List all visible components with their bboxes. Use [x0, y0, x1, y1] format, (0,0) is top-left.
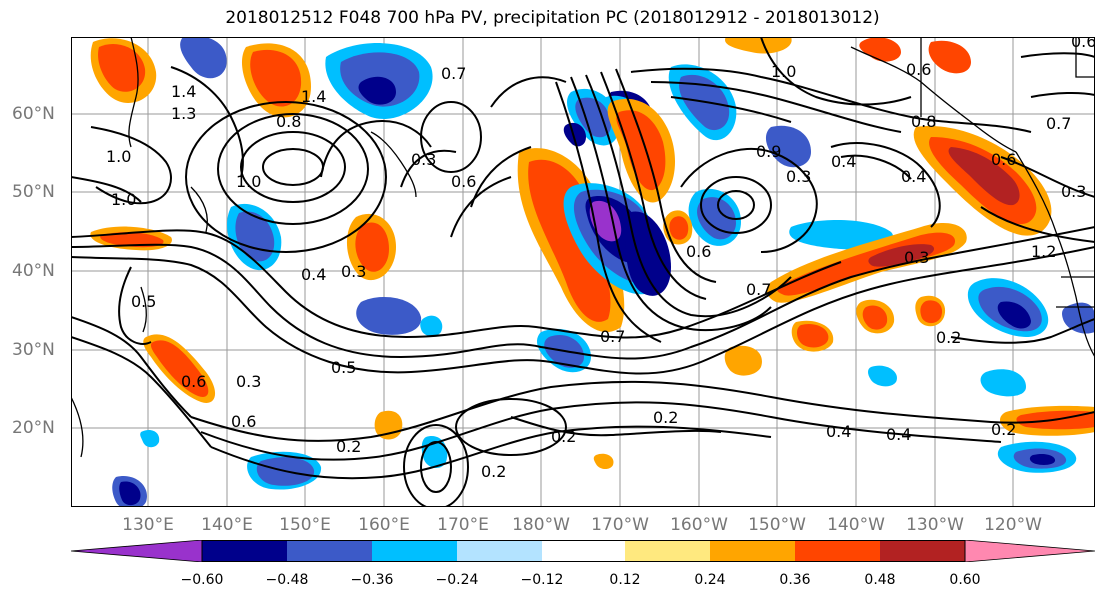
colorbar-tick: 0.36 [779, 572, 811, 588]
lat-label-50n: 50°N [12, 182, 55, 202]
contour-label: 0.4 [831, 152, 856, 171]
map-canvas: 0.7 1.0 1.4 1.4 1.3 0.6 0.8 0.8 0.3 0.6 … [71, 37, 1095, 507]
contour-label: 0.3 [341, 262, 366, 281]
contour-label: 0.5 [331, 358, 356, 377]
colorbar-tick: 0.48 [864, 572, 896, 588]
contour-label: 1.0 [111, 190, 136, 209]
lat-label-40n: 40°N [12, 261, 55, 281]
lat-label-20n: 20°N [12, 418, 55, 438]
coastlines [71, 37, 1095, 458]
lon-label: 160°E [358, 515, 410, 535]
colorbar-tick: 0.60 [949, 572, 981, 588]
colorbar-segment [457, 540, 542, 562]
colorbar-tick: 0.12 [609, 572, 641, 588]
contour-label: 0.4 [301, 265, 326, 284]
contour-label: 0.3 [1061, 182, 1086, 201]
contour-label: 0.7 [441, 64, 466, 83]
lon-label: 170°E [437, 515, 489, 535]
lon-label: 150°W [748, 515, 806, 535]
lon-label: 150°E [279, 515, 331, 535]
lat-label-60n: 60°N [12, 104, 55, 124]
map-title: 2018012512 F048 700 hPa PV, precipitatio… [225, 8, 880, 28]
contour-label: 0.4 [886, 425, 911, 444]
contour-label: 0.6 [231, 412, 256, 431]
contour-label: 0.2 [936, 328, 961, 347]
lon-label: 160°W [670, 515, 728, 535]
contour-label: 1.0 [771, 62, 796, 81]
contour-label: 1.0 [236, 172, 261, 191]
contour-label: 0.6 [1071, 37, 1095, 51]
colorbar-tick: −0.12 [520, 572, 564, 588]
lat-label-30n: 30°N [12, 340, 55, 360]
colorbar-segment [542, 540, 625, 562]
map-panel: 0.7 1.0 1.4 1.4 1.3 0.6 0.8 0.8 0.3 0.6 … [71, 37, 1095, 507]
contour-label: 0.6 [991, 150, 1016, 169]
contour-label: 0.3 [411, 150, 436, 169]
contour-label: 0.7 [746, 280, 771, 299]
contour-label: 1.0 [106, 147, 131, 166]
colorbar-segment [372, 540, 457, 562]
contour-label: 0.6 [686, 242, 711, 261]
colorbar-segment [795, 540, 880, 562]
contour-label: 0.2 [991, 420, 1016, 439]
colorbar-tick: −0.36 [350, 572, 394, 588]
contour-label: 0.8 [911, 112, 936, 131]
contour-label: 0.4 [901, 167, 926, 186]
contour-label: 0.6 [451, 172, 476, 191]
colorbar-segment [71, 540, 203, 562]
contour-label: 1.2 [1031, 242, 1056, 261]
contour-label: 0.2 [336, 437, 361, 456]
contour-label: 0.3 [236, 372, 261, 391]
contour-label: 0.7 [600, 327, 625, 346]
lon-label: 130°E [122, 515, 174, 535]
contour-label: 0.3 [786, 167, 811, 186]
colorbar [71, 540, 1095, 562]
colorbar-segment [287, 540, 372, 562]
lon-label: 140°W [827, 515, 885, 535]
lon-label: 130°W [906, 515, 964, 535]
contour-label: 0.4 [826, 422, 851, 441]
lon-label: 170°W [591, 515, 649, 535]
colorbar-tick: −0.24 [435, 572, 479, 588]
colorbar-segment [964, 540, 1095, 562]
lon-label: 120°W [984, 515, 1042, 535]
contour-label: 0.6 [181, 372, 206, 391]
pv-contours [71, 37, 1095, 507]
contour-label: 0.8 [276, 112, 301, 131]
colorbar-tick: 0.24 [694, 572, 726, 588]
colorbar-segment [202, 540, 287, 562]
contour-label: 0.2 [653, 408, 678, 427]
colorbar-tick: −0.60 [180, 572, 224, 588]
colorbar-segment [880, 540, 965, 562]
contour-label: 0.7 [1046, 114, 1071, 133]
contour-label: 0.6 [906, 60, 931, 79]
lon-label: 180°W [512, 515, 570, 535]
contour-label: 0.2 [481, 462, 506, 481]
contour-label: 0.3 [904, 248, 929, 267]
contour-label: 0.9 [756, 142, 781, 161]
colorbar-segment [625, 540, 710, 562]
contour-label: 1.3 [171, 104, 196, 123]
colorbar-tick: −0.48 [265, 572, 309, 588]
contour-label-group: 0.7 1.0 1.4 1.4 1.3 0.6 0.8 0.8 0.3 0.6 … [106, 37, 1095, 481]
colorbar-segment [710, 540, 795, 562]
precipitation-shading [90, 37, 1095, 507]
contour-label: 0.2 [551, 427, 576, 446]
colorbar-frame [201, 540, 966, 562]
contour-label: 0.5 [131, 292, 156, 311]
contour-label: 1.4 [171, 82, 196, 101]
contour-label: 1.4 [301, 87, 326, 106]
lon-label: 140°E [201, 515, 253, 535]
